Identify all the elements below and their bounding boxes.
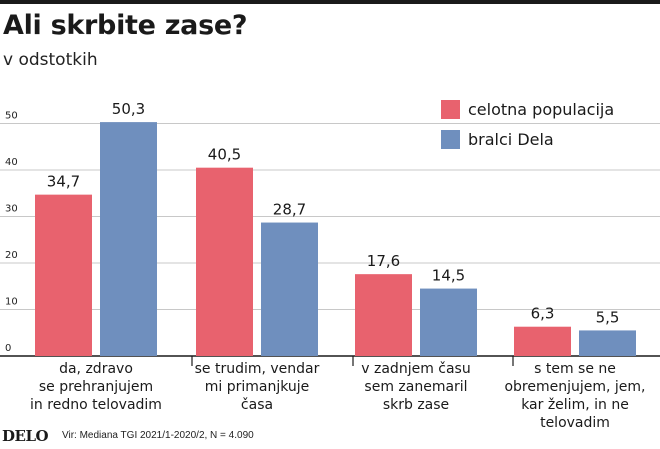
bar-bralci-3 bbox=[579, 330, 636, 356]
bar-bralci-2 bbox=[420, 288, 477, 356]
category-label: kar želim, in ne bbox=[521, 397, 629, 413]
y-tick-label: 0 bbox=[5, 343, 11, 354]
category-label: obremenjujem, jem, bbox=[504, 379, 645, 395]
category-label: sem zanemaril bbox=[364, 379, 467, 395]
data-label: 5,5 bbox=[596, 308, 620, 326]
category-label: s tem se ne bbox=[534, 361, 616, 377]
category-label: se trudim, vendar bbox=[195, 361, 320, 377]
data-label: 28,7 bbox=[273, 201, 306, 219]
legend-label: celotna populacija bbox=[468, 100, 614, 119]
data-label: 34,7 bbox=[47, 173, 80, 191]
y-tick-label: 10 bbox=[5, 297, 18, 308]
data-label: 50,3 bbox=[112, 100, 145, 118]
bars-layer: 34,7 40,5 17,6 6,3 50,3 28,7 14,5 5,5 bbox=[35, 100, 636, 356]
data-label: 17,6 bbox=[367, 252, 400, 270]
legend-swatch bbox=[441, 100, 460, 119]
data-label: 6,3 bbox=[531, 305, 555, 323]
y-tick-label: 30 bbox=[5, 204, 18, 215]
category-label: in redno telovadim bbox=[30, 397, 162, 413]
category-label: telovadim bbox=[540, 415, 610, 431]
bar-populacija-0 bbox=[35, 194, 92, 356]
legend-swatch bbox=[441, 130, 460, 149]
bar-populacija-3 bbox=[514, 326, 571, 356]
bar-populacija-1 bbox=[196, 167, 253, 356]
chart-title: Ali skrbite zase? bbox=[3, 10, 248, 41]
category-label: skrb zase bbox=[383, 397, 449, 413]
data-label: 14,5 bbox=[432, 267, 465, 285]
legend-label: bralci Dela bbox=[468, 130, 554, 149]
y-tick-label: 20 bbox=[5, 250, 18, 261]
category-labels: da, zdravo se prehranjujem in redno telova… bbox=[30, 361, 645, 431]
bar-bralci-0 bbox=[100, 122, 157, 356]
y-tick-label: 40 bbox=[5, 157, 18, 168]
chart-subtitle: v odstotkih bbox=[3, 50, 98, 70]
footer: DELO Vir: Mediana TGI 2021/1-2020/2, N =… bbox=[0, 425, 660, 447]
category-label: mi primanjkuje bbox=[205, 379, 310, 395]
category-label: v zadnjem času bbox=[361, 361, 470, 377]
bar-populacija-2 bbox=[355, 274, 412, 356]
delo-logo: DELO bbox=[2, 427, 49, 445]
source-note: Vir: Mediana TGI 2021/1-2020/2, N = 4.09… bbox=[62, 430, 254, 441]
bar-bralci-1 bbox=[261, 222, 318, 356]
category-label: se prehranjujem bbox=[39, 379, 153, 395]
category-label: časa bbox=[241, 397, 273, 413]
legend: celotna populacija bralci Dela bbox=[441, 100, 614, 149]
category-label: da, zdravo bbox=[59, 361, 133, 377]
data-label: 40,5 bbox=[208, 146, 241, 164]
y-tick-label: 50 bbox=[5, 111, 18, 122]
top-rule bbox=[0, 0, 660, 4]
